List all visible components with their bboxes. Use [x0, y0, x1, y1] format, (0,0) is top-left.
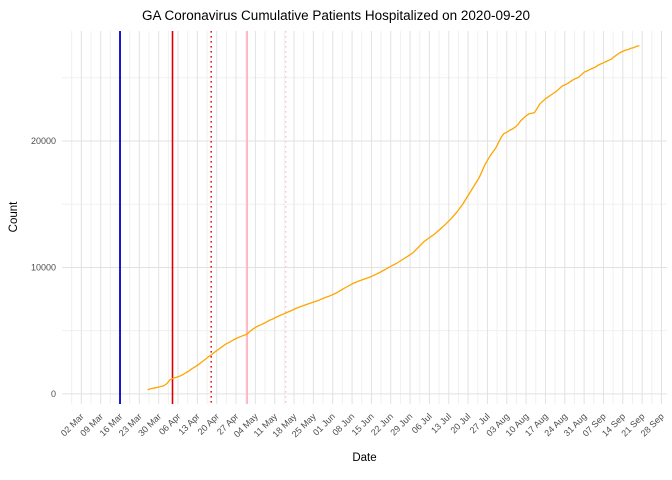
x-tick-label: 29 Jun: [388, 411, 414, 437]
series-cumulative-hospitalized: [147, 45, 640, 391]
y-tick-label: 0: [51, 389, 56, 399]
y-tick-label: 20000: [31, 136, 56, 146]
x-tick-label: 06 Jul: [410, 411, 434, 435]
x-tick-label: 20 Jul: [448, 411, 472, 435]
chart-title: GA Coronavirus Cumulative Patients Hospi…: [142, 8, 530, 23]
x-tick-label: 13 Jul: [429, 411, 453, 435]
y-tick-label: 10000: [31, 262, 56, 272]
x-axis-title: Date: [352, 452, 377, 464]
